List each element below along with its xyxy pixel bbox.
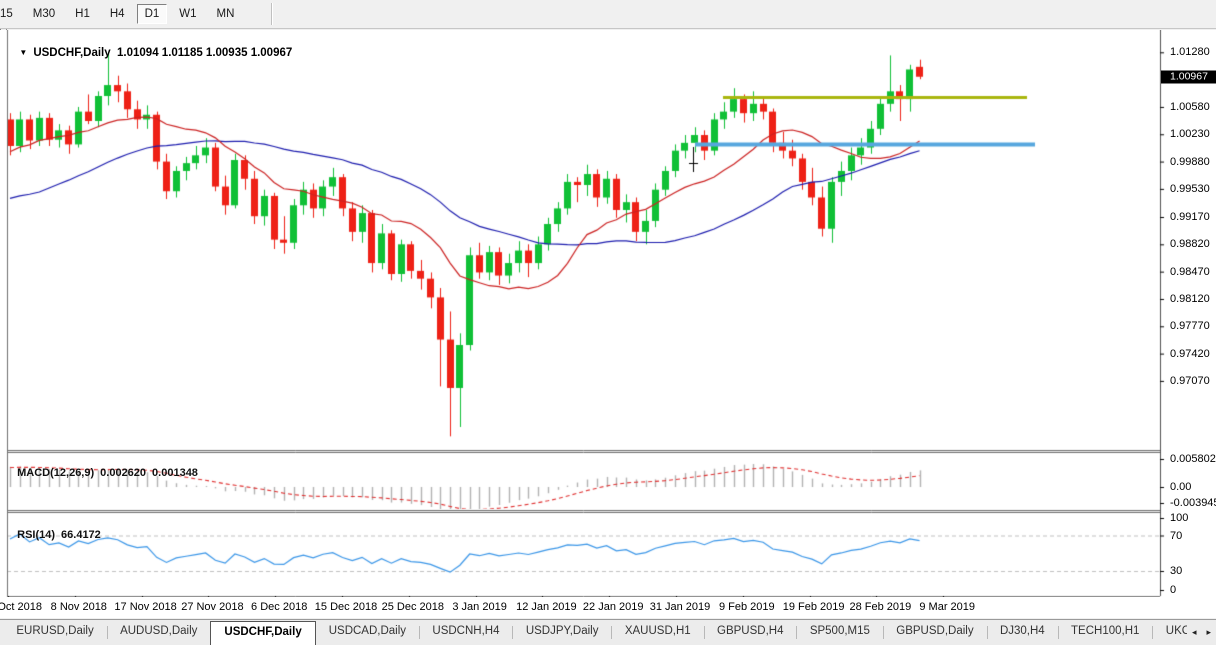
chart-tab-sp500[interactable]: SP500,M15 [797,620,883,645]
timeframe-button-15[interactable]: 15 [0,4,21,24]
price-axis-label: 0.98470 [1170,266,1210,278]
timeframe-button-mn[interactable]: MN [209,4,243,24]
rsi-axis-label: 100 [1170,512,1188,524]
date-axis-label: 22 Jan 2019 [583,601,644,613]
rsi-axis-label: 70 [1170,530,1182,542]
macd-axis-label: -0.003945 [1170,497,1216,509]
timeframe-button-d1[interactable]: D1 [137,4,168,24]
chart-tab-usdchf[interactable]: USDCHF,Daily [210,621,315,645]
rsi-name: RSI(14) [17,529,55,541]
rsi-value: 66.4172 [61,529,101,541]
price-axis-label: 1.00230 [1170,128,1210,140]
macd-name: MACD(12,26,9) [17,467,94,479]
chart-tab-gbpusd[interactable]: GBPUSD,Daily [883,620,986,645]
price-axis-label: 0.98120 [1170,293,1210,305]
chart-tab-ukc[interactable]: UKC [1153,620,1187,645]
date-axis-label: 27 Nov 2018 [181,601,243,613]
date-axis-label: 6 Dec 2018 [251,601,307,613]
rsi-label: RSI(14) 66.4172 [11,517,101,541]
rsi-axis-label: 30 [1170,565,1182,577]
price-axis-label: 0.97070 [1170,375,1210,387]
price-chart-canvas[interactable] [0,30,1216,618]
timeframe-button-m30[interactable]: M30 [25,4,63,24]
macd-axis-label: 0.00 [1170,481,1191,493]
date-axis-label: 12 Jan 2019 [516,601,577,613]
date-axis-label: 15 Dec 2018 [315,601,377,613]
timeframe-button-w1[interactable]: W1 [171,4,204,24]
price-axis-label: 0.99880 [1170,156,1210,168]
date-axis-label: 19 Feb 2019 [783,601,845,613]
chart-symbol-label: USDCHF,Daily [33,47,110,59]
price-axis-label: 0.97770 [1170,320,1210,332]
chart-tab-tech100[interactable]: TECH100,H1 [1058,620,1152,645]
date-axis-label: 31 Jan 2019 [650,601,711,613]
date-axis-label: 9 Mar 2019 [919,601,975,613]
current-price-marker: 1.00967 [1161,70,1216,83]
price-axis-label: 1.01280 [1170,46,1210,58]
macd-axis-label: 0.005802 [1170,453,1216,465]
rsi-axis-label: 0 [1170,584,1176,596]
price-axis-label: 0.97420 [1170,348,1210,360]
chart-tab-eurusd[interactable]: EURUSD,Daily [3,620,106,645]
chart-tab-audusd[interactable]: AUDUSD,Daily [107,620,210,645]
date-axis-label: 30 Oct 2018 [0,601,42,613]
chart-tab-usdcnh[interactable]: USDCNH,H4 [419,620,512,645]
chart-tab-xauusd[interactable]: XAUUSD,H1 [612,620,704,645]
date-axis-label: 8 Nov 2018 [51,601,107,613]
date-axis-label: 25 Dec 2018 [382,601,444,613]
date-axis-label: 17 Nov 2018 [114,601,176,613]
chart-tab-gbpusd[interactable]: GBPUSD,H4 [704,620,796,645]
scroll-left-button[interactable]: ◂ [1187,620,1202,645]
chart-title: ▼ USDCHF,Daily 1.01094 1.01185 1.00935 1.… [13,35,292,59]
macd-main-value: 0.002620 [100,467,146,479]
price-axis-label: 1.00580 [1170,101,1210,113]
timeframe-button-h1[interactable]: H1 [67,4,98,24]
macd-signal-value: 0.001348 [152,467,198,479]
date-axis-label: 9 Feb 2019 [719,601,775,613]
date-axis-label: 28 Feb 2019 [850,601,912,613]
date-axis-label: 3 Jan 2019 [452,601,506,613]
price-axis[interactable]: 1.01280 1.00580 1.00230 0.99880 0.99530 0.991… [1161,30,1216,618]
scroll-right-button[interactable]: ▸ [1202,620,1216,645]
price-axis-label: 0.99530 [1170,183,1210,195]
chart-dropdown-icon[interactable]: ▼ [19,48,27,57]
timeframe-button-h4[interactable]: H4 [102,4,133,24]
chart-tab-usdjpy[interactable]: USDJPY,Daily [513,620,612,645]
chart-tab-usdcad[interactable]: USDCAD,Daily [316,620,419,645]
macd-label: MACD(12,26,9) 0.002620 0.001348 [11,455,198,479]
price-axis-label: 0.99170 [1170,211,1210,223]
chart-tab-dj30[interactable]: DJ30,H4 [987,620,1058,645]
chart-ohlc-values: 1.01094 1.01185 1.00935 1.00967 [117,47,292,59]
toolbar-separator [271,3,273,25]
price-axis-label: 0.98820 [1170,238,1210,250]
